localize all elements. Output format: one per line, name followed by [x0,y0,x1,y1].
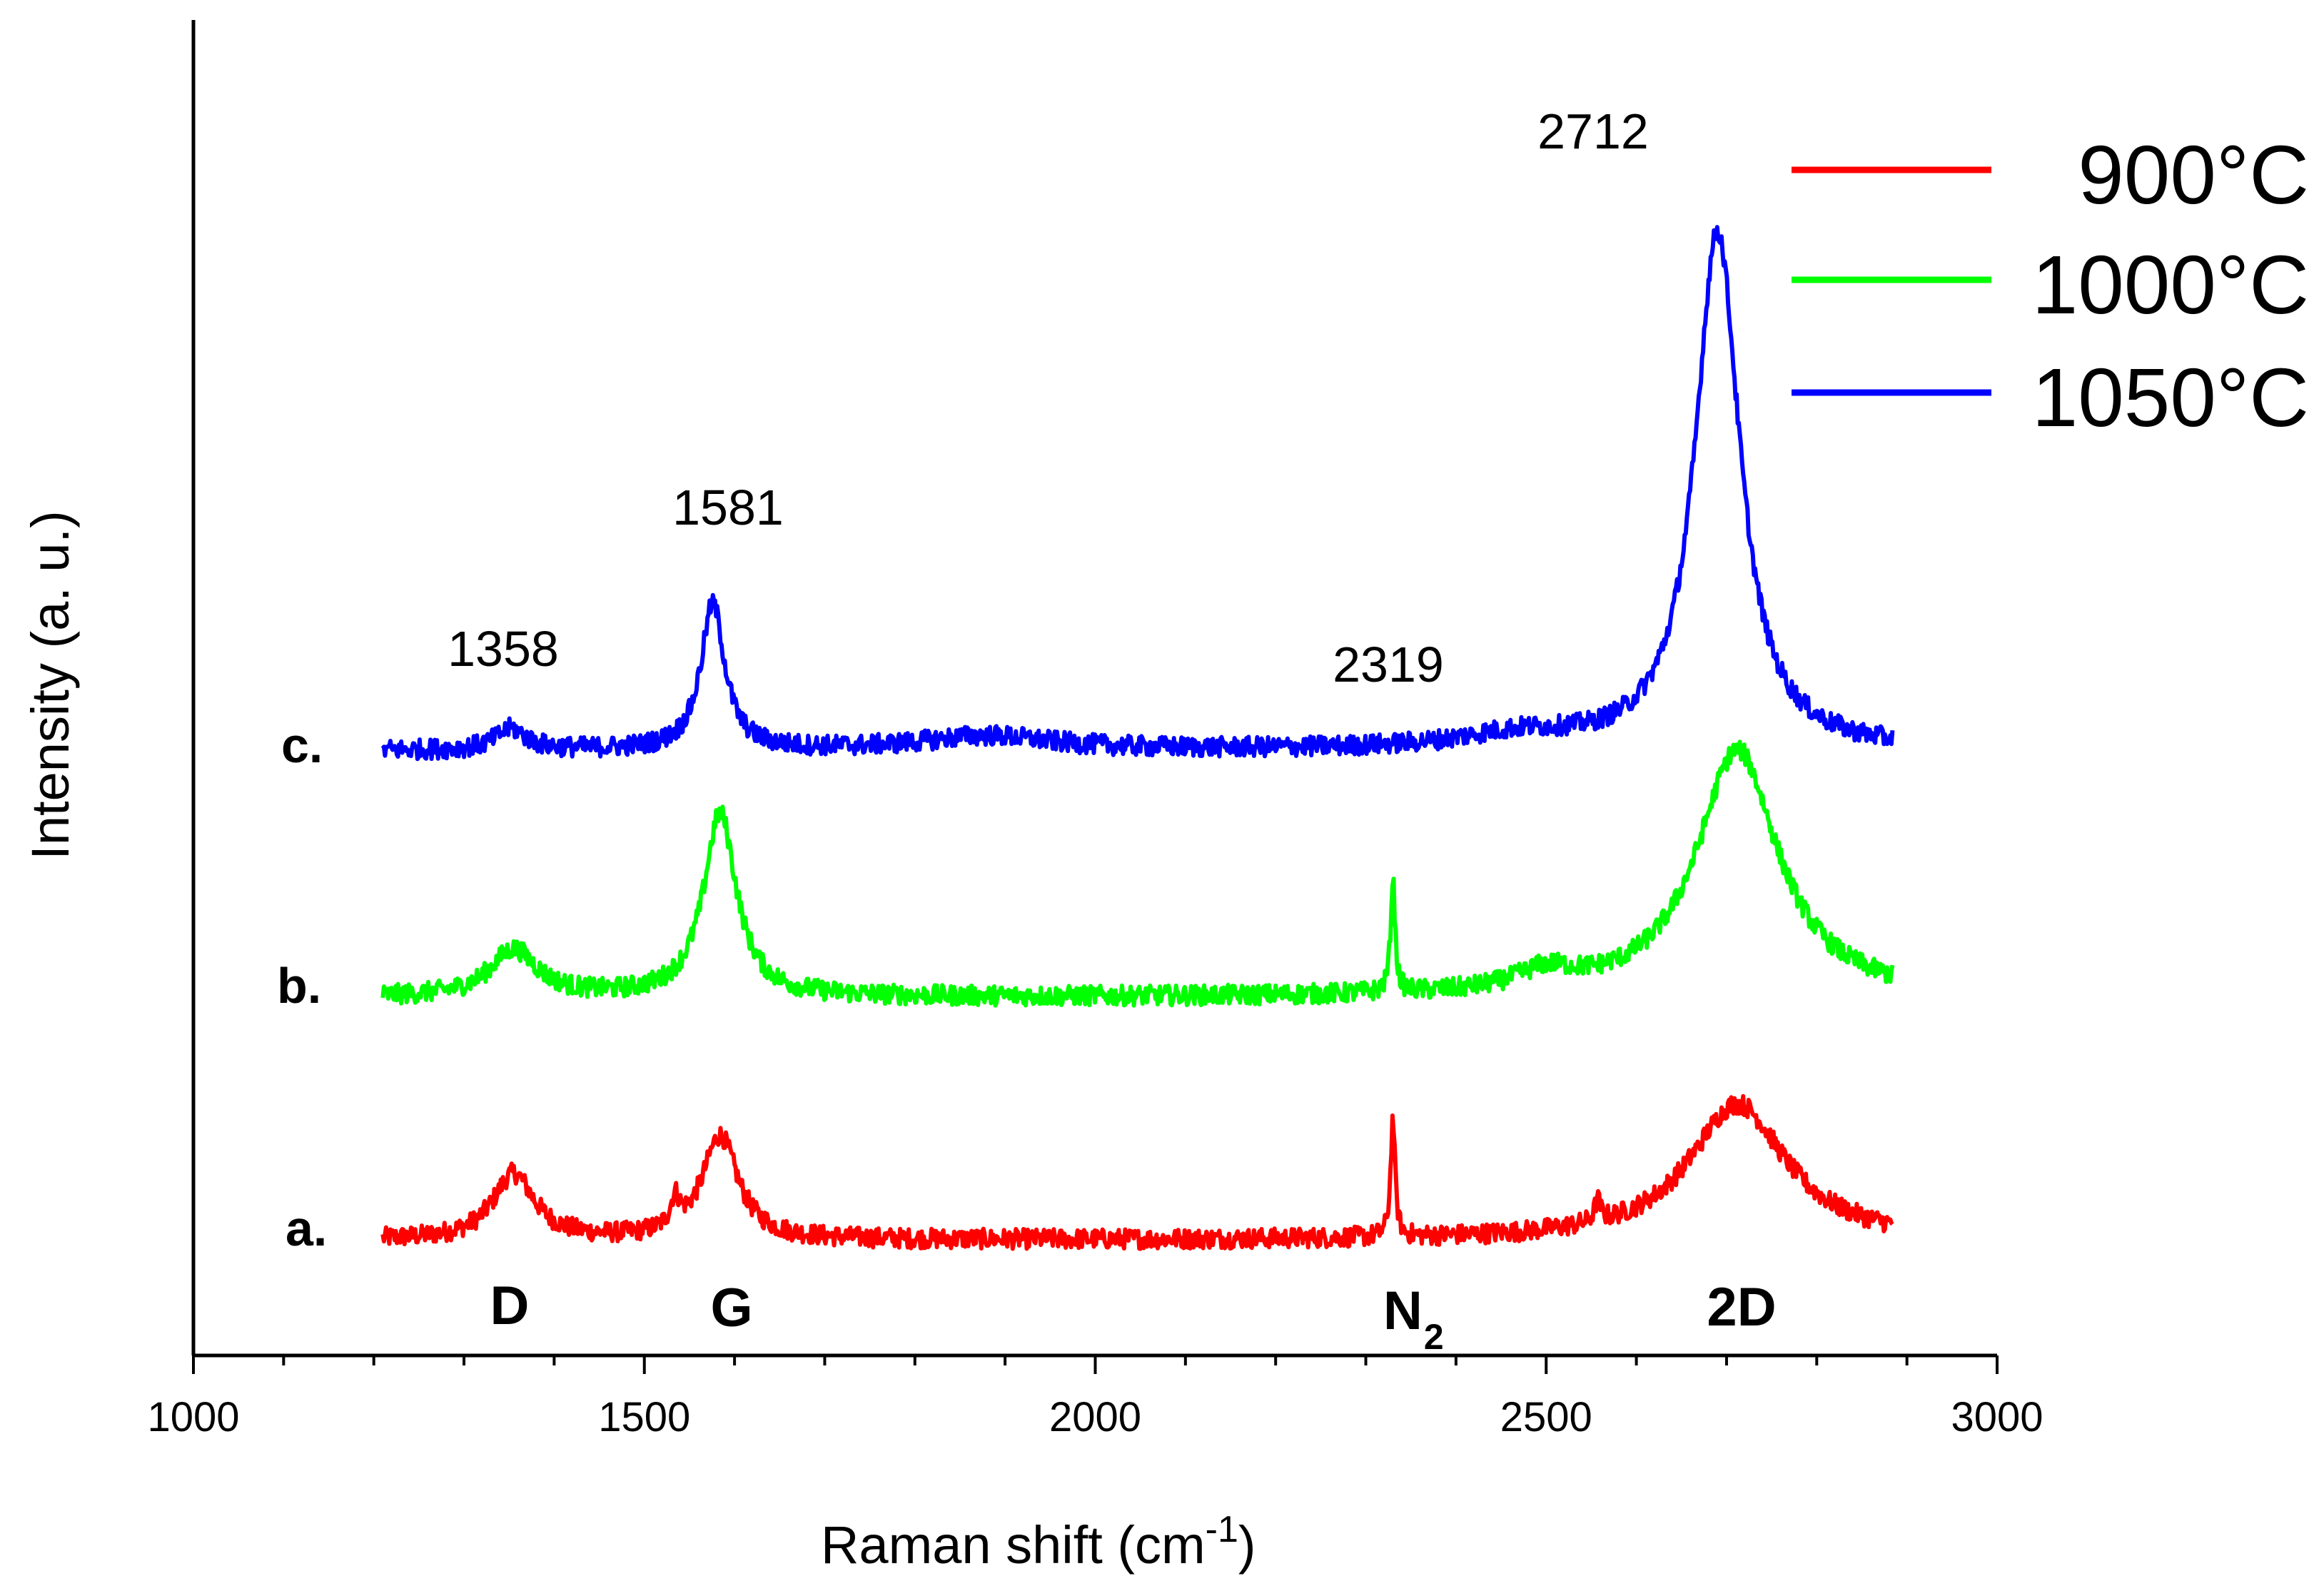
x-axis-ticks [192,1355,1999,1374]
band-label-d: D [490,1276,530,1336]
band-label-2d: 2D [1707,1277,1776,1338]
legend: 900°C 1000°C 1050°C [1792,128,2309,444]
trace-label-a: a. [286,1201,327,1256]
x-tick-label-2500: 2500 [1500,1394,1592,1440]
x-tick-label-1500: 1500 [598,1394,690,1440]
band-label-n2: N2 [1383,1281,1444,1357]
series-traces [380,225,1895,1251]
legend-label-1000c: 1000°C [2032,238,2309,331]
x-axis-title: Raman shift (cm-1) [821,1509,1256,1575]
series-line-1050c [380,225,1895,762]
x-axis-title-close: ) [1238,1515,1256,1575]
band-label-n2-subscript: 2 [1424,1317,1444,1357]
band-label-n2-main: N [1383,1281,1423,1341]
trace-label-c: c. [281,717,323,773]
x-tick-label-2000: 2000 [1049,1394,1141,1440]
peak-annotation-2712: 2712 [1537,103,1649,159]
y-axis-title: Intensity (a. u.) [21,510,80,859]
series-line-900c [380,1094,1894,1251]
x-axis-title-superscript: -1 [1206,1509,1238,1550]
peak-annotation-1358: 1358 [448,621,559,677]
legend-label-1050c: 1050°C [2032,351,2309,444]
band-label-g: G [710,1278,752,1338]
x-tick-label-3000: 3000 [1951,1394,2043,1440]
series-line-1000c [380,739,1895,1008]
trace-label-b: b. [277,958,321,1014]
x-axis-tick-labels: 1000 1500 2000 2500 3000 [147,1394,2043,1440]
legend-label-900c: 900°C [2078,128,2309,221]
peak-annotation-2319: 2319 [1333,637,1444,692]
peak-annotation-1581: 1581 [672,480,784,535]
x-axis-title-text: Raman shift (cm [821,1515,1206,1575]
x-tick-label-1000: 1000 [147,1394,239,1440]
